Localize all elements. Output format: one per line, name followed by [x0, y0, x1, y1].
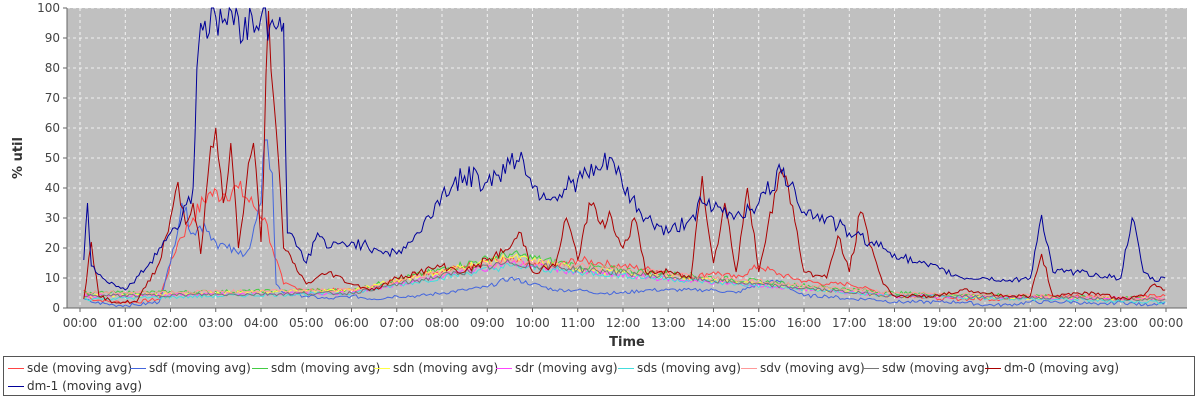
- series-line: [83, 10, 1166, 305]
- y-tick-label: 0: [52, 301, 60, 315]
- legend-swatch: [618, 367, 634, 369]
- x-tick-label: 11:00: [560, 316, 595, 330]
- legend-swatch: [496, 367, 512, 369]
- legend-swatch: [985, 367, 1001, 369]
- legend-swatch: [741, 367, 757, 369]
- y-tick-label: 20: [45, 241, 60, 255]
- legend-item: sde (moving avg): [4, 359, 132, 377]
- legend-label: sdn (moving avg): [393, 361, 499, 375]
- legend-item: sds (moving avg): [614, 359, 741, 377]
- legend-item: sdr (moving avg): [492, 359, 618, 377]
- y-tick-label: 70: [45, 91, 60, 105]
- y-tick-label: 80: [45, 61, 60, 75]
- y-tick-label: 10: [45, 271, 60, 285]
- series-lines: [83, 6, 1166, 308]
- y-tick-label: 90: [45, 31, 60, 45]
- x-tick-label: 00:00: [63, 316, 98, 330]
- x-tick-label: 06:00: [334, 316, 369, 330]
- legend-label: dm-0 (moving avg): [1004, 361, 1120, 375]
- series-line: [83, 6, 1166, 291]
- legend-item: sdn (moving avg): [370, 359, 498, 377]
- legend-item: dm-0 (moving avg): [981, 359, 1119, 377]
- x-tick-label: 21:00: [1013, 316, 1048, 330]
- legend-item: dm-1 (moving avg): [4, 377, 142, 395]
- legend-label: sdf (moving avg): [149, 361, 251, 375]
- y-tick-label: 50: [45, 151, 60, 165]
- y-tick-label: 60: [45, 121, 60, 135]
- legend: sde (moving avg) sdf (moving avg) sdm (mov…: [3, 356, 1195, 396]
- legend-item: sdw (moving avg): [859, 359, 989, 377]
- y-tick-label: 30: [45, 211, 60, 225]
- x-tick-label: 16:00: [787, 316, 822, 330]
- x-tick-label: 13:00: [651, 316, 686, 330]
- x-tick-label: 04:00: [244, 316, 279, 330]
- x-tick-label: 12:00: [606, 316, 641, 330]
- x-tick-label: 17:00: [832, 316, 867, 330]
- x-tick-label: 01:00: [108, 316, 143, 330]
- x-tick-label: 03:00: [198, 316, 233, 330]
- legend-item: sdv (moving avg): [737, 359, 865, 377]
- x-tick-label: 00:00: [1149, 316, 1184, 330]
- x-tick-label: 15:00: [741, 316, 776, 330]
- x-tick-label: 20:00: [968, 316, 1003, 330]
- legend-swatch: [8, 385, 24, 387]
- series-line: [83, 258, 1166, 302]
- x-tick-label: 10:00: [515, 316, 550, 330]
- legend-swatch: [252, 367, 268, 369]
- legend-swatch: [8, 367, 24, 369]
- axes: 0 10 20 30 40 50 60 70 80 90 100 00:00 01:00 02:00 03:…: [37, 1, 1187, 330]
- series-line: [83, 262, 1166, 305]
- x-tick-label: 02:00: [153, 316, 188, 330]
- y-tick-label: 100: [37, 1, 60, 15]
- line-chart: 0 10 20 30 40 50 60 70 80 90 100 00:00 01:00 02:00 03:…: [11, 1, 1187, 350]
- y-axis-title: % util: [11, 137, 26, 179]
- x-tick-label: 07:00: [379, 316, 414, 330]
- legend-label: sdm (moving avg): [271, 361, 381, 375]
- legend-label: sdv (moving avg): [760, 361, 865, 375]
- x-tick-label: 05:00: [289, 316, 324, 330]
- y-tick-label: 40: [45, 181, 60, 195]
- legend-item: sdm (moving avg): [248, 359, 380, 377]
- legend-swatch: [863, 367, 879, 369]
- legend-label: sdw (moving avg): [882, 361, 990, 375]
- legend-swatch: [374, 367, 390, 369]
- grid-lines: [67, 7, 1187, 309]
- legend-label: sdr (moving avg): [515, 361, 618, 375]
- x-tick-label: 23:00: [1103, 316, 1138, 330]
- legend-label: sde (moving avg): [27, 361, 133, 375]
- x-tick-label: 19:00: [922, 316, 957, 330]
- legend-label: sds (moving avg): [637, 361, 741, 375]
- legend-item: sdf (moving avg): [126, 359, 251, 377]
- x-tick-label: 18:00: [877, 316, 912, 330]
- x-tick-label: 22:00: [1058, 316, 1093, 330]
- legend-label: dm-1 (moving avg): [27, 379, 143, 393]
- x-tick-label: 08:00: [425, 316, 460, 330]
- legend-swatch: [130, 367, 146, 369]
- x-tick-label: 14:00: [696, 316, 731, 330]
- x-tick-label: 09:00: [470, 316, 505, 330]
- x-axis-title: Time: [609, 335, 645, 350]
